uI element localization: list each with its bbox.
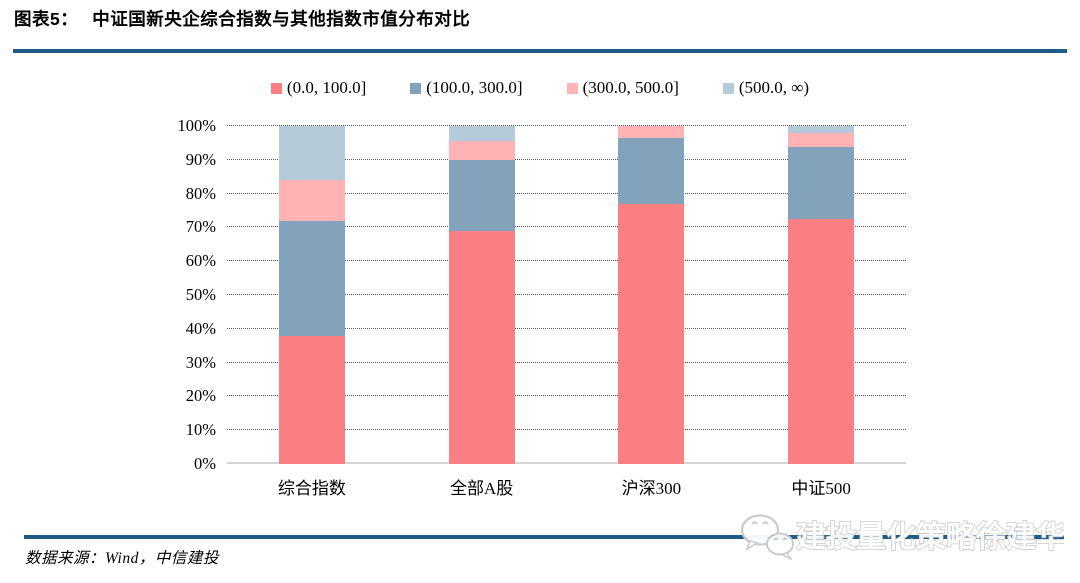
figure-title: 图表5： 中证国新央企综合指数与其他指数市值分布对比 [14,6,470,31]
y-tick-label: 100% [177,116,217,135]
bar-segment [618,138,685,204]
watermark-text-svg: 建投量化策略徐建华 [796,519,1064,555]
bar-segment [618,126,685,139]
legend-swatch [410,82,422,94]
bar-column [618,126,685,464]
gridline [227,395,906,397]
legend-label: (300.0, 500.0] [582,78,679,97]
legend-label: (100.0, 300.0] [426,78,523,97]
bar-segment [278,335,345,464]
x-axis: 综合指数 全部A股 沪深300 中证500 [227,474,906,499]
bar-slot [736,126,906,464]
x-tick-label: 综合指数 [277,479,346,498]
y-tick-label: 0% [194,454,216,473]
figure-label: 图表5： [14,9,79,29]
bar-segment [278,180,345,221]
gridline [227,260,906,262]
bar-segment [448,141,515,160]
gridline [227,429,906,431]
y-tick-label: 80% [185,183,216,203]
y-axis: 0% 10% 20% 30% 40% 50% 60% 70% 80% 90% 100% [0,116,217,473]
y-tick-label: 20% [185,386,216,406]
y-tick-label: 30% [185,352,216,372]
chart-legend: (0.0, 100.0] (100.0, 300.0] (300.0, 500.0]… [0,78,1080,98]
bar-column [278,126,345,464]
bar-slot [227,126,397,464]
legend-swatch [722,82,734,94]
gridline [227,327,906,329]
gridline [227,226,906,228]
top-divider-rule [13,49,1067,53]
bar-slot [567,126,737,464]
figure-title-text: 中证国新央企综合指数与其他指数市值分布对比 [92,9,471,29]
wechat-icon [740,514,794,560]
y-tick-label: 10% [185,420,216,440]
legend-swatch [566,82,578,94]
legend-label: (0.0, 100.0] [286,78,367,97]
chart-plot-area [227,125,906,464]
gridline [227,361,906,363]
x-tick-label: 沪深300 [621,479,682,498]
y-tick-label: 50% [185,285,216,304]
bar-segment [618,203,685,464]
bar-slot [397,126,567,464]
y-tick-label: 40% [185,318,216,338]
x-tick-label: 全部A股 [449,479,514,498]
gridline [227,294,906,295]
bar-segment [788,146,855,219]
watermark: 建投量化策略徐建华 [738,512,1064,560]
bar-segment [448,230,515,464]
data-source-note: 数据来源：Wind，中信建投 [25,550,219,567]
bar-segment [448,126,515,142]
gridline [227,158,906,160]
y-tick-label: 70% [185,217,216,237]
legend-swatch [270,82,282,94]
gridline [227,192,906,194]
legend-item: (500.0, ∞) [722,78,810,98]
legend-item: (0.0, 100.0] [270,78,367,98]
watermark-text: 建投量化策略徐建华 [796,520,1064,554]
legend-label: (500.0, ∞) [738,78,810,97]
y-tick-label: 60% [185,251,216,271]
legend-item: (300.0, 500.0] [566,78,679,98]
legend-item: (100.0, 300.0] [410,78,523,98]
bar-column [448,126,515,464]
y-tick-label: 90% [185,149,216,169]
bars-container [227,126,906,464]
bar-segment [278,126,345,181]
bar-segment [788,126,855,134]
gridline [227,462,906,464]
bottom-divider-rule [24,535,1064,539]
bar-column [788,126,855,464]
x-tick-label: 中证500 [791,479,851,498]
bar-segment [278,220,345,336]
gridline [227,125,906,126]
bar-segment [788,133,855,147]
bar-segment [788,218,855,464]
bar-segment [448,159,515,231]
